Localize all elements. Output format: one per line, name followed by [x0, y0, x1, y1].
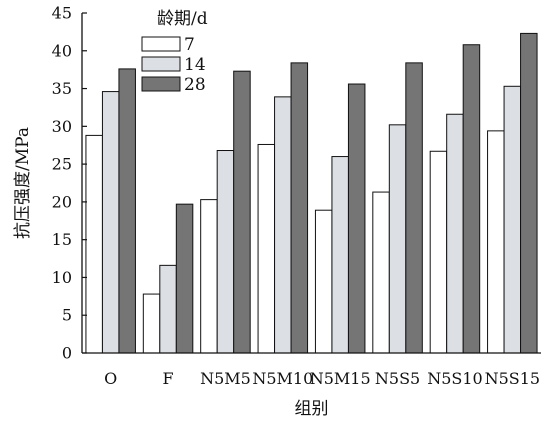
x-tick-label-O: O: [104, 369, 117, 388]
bar-N5S10-14: [446, 113, 464, 354]
x-tick-label-N5S15: N5S15: [485, 369, 541, 388]
y-tick-label-5: 5: [62, 306, 72, 325]
bar-N5S5-28: [405, 62, 423, 354]
bar-O-7: [85, 134, 103, 354]
bars-group: [85, 32, 538, 354]
bar-N5S15-7: [487, 130, 505, 354]
y-tick-label-35: 35: [52, 79, 72, 98]
y-tick-label-20: 20: [52, 192, 72, 211]
bar-N5S5-7: [372, 191, 390, 354]
y-tick-label-30: 30: [52, 117, 72, 136]
bar-F-7: [142, 293, 161, 354]
x-tick-label-N5S10: N5S10: [427, 369, 483, 388]
bar-N5S15-14: [503, 85, 522, 354]
bar-N5S10-7: [429, 150, 448, 354]
bar-N5M15-14: [331, 156, 349, 354]
bar-N5M5-28: [233, 70, 251, 354]
bar-N5S5-14: [388, 124, 407, 354]
bar-N5M10-28: [290, 62, 309, 354]
bar-N5M5-7: [200, 199, 218, 354]
legend-label-14: 14: [184, 55, 206, 75]
y-tick-label-45: 45: [52, 4, 72, 23]
legend-swatch-14: [141, 56, 181, 72]
bar-N5S10-28: [462, 44, 481, 354]
bar-O-14: [101, 91, 120, 354]
y-tick-label-25: 25: [52, 155, 72, 174]
bar-N5M10-7: [257, 143, 276, 354]
x-tick-label-N5M15: N5M15: [310, 369, 371, 388]
x-tick-label-F: F: [163, 369, 174, 388]
x-tick-label-N5S5: N5S5: [375, 369, 420, 388]
legend-swatch-7: [141, 36, 181, 52]
bar-N5M15-7: [314, 209, 333, 354]
y-tick-label-15: 15: [52, 230, 72, 249]
x-tick-label-N5M5: N5M5: [200, 369, 251, 388]
legend-label-7: 7: [184, 35, 195, 55]
bar-N5S15-28: [520, 32, 538, 354]
y-tick-label-40: 40: [52, 41, 72, 60]
bar-F-14: [159, 264, 177, 354]
x-tick-label-N5M10: N5M10: [252, 369, 313, 388]
legend-swatch-28: [141, 76, 181, 92]
legend-label-28: 28: [184, 75, 206, 95]
legend-title: 龄期/d: [157, 9, 208, 29]
x-axis-label: 组别: [295, 399, 329, 419]
bar-N5M10-14: [274, 96, 292, 354]
y-tick-label-10: 10: [52, 268, 72, 287]
bar-F-28: [175, 203, 194, 354]
bar-N5M5-14: [216, 150, 235, 354]
y-tick-label-0: 0: [62, 344, 72, 363]
bar-N5M15-28: [347, 83, 366, 354]
y-axis-label: 抗压强度/MPa: [13, 127, 33, 239]
bar-O-28: [118, 68, 136, 354]
